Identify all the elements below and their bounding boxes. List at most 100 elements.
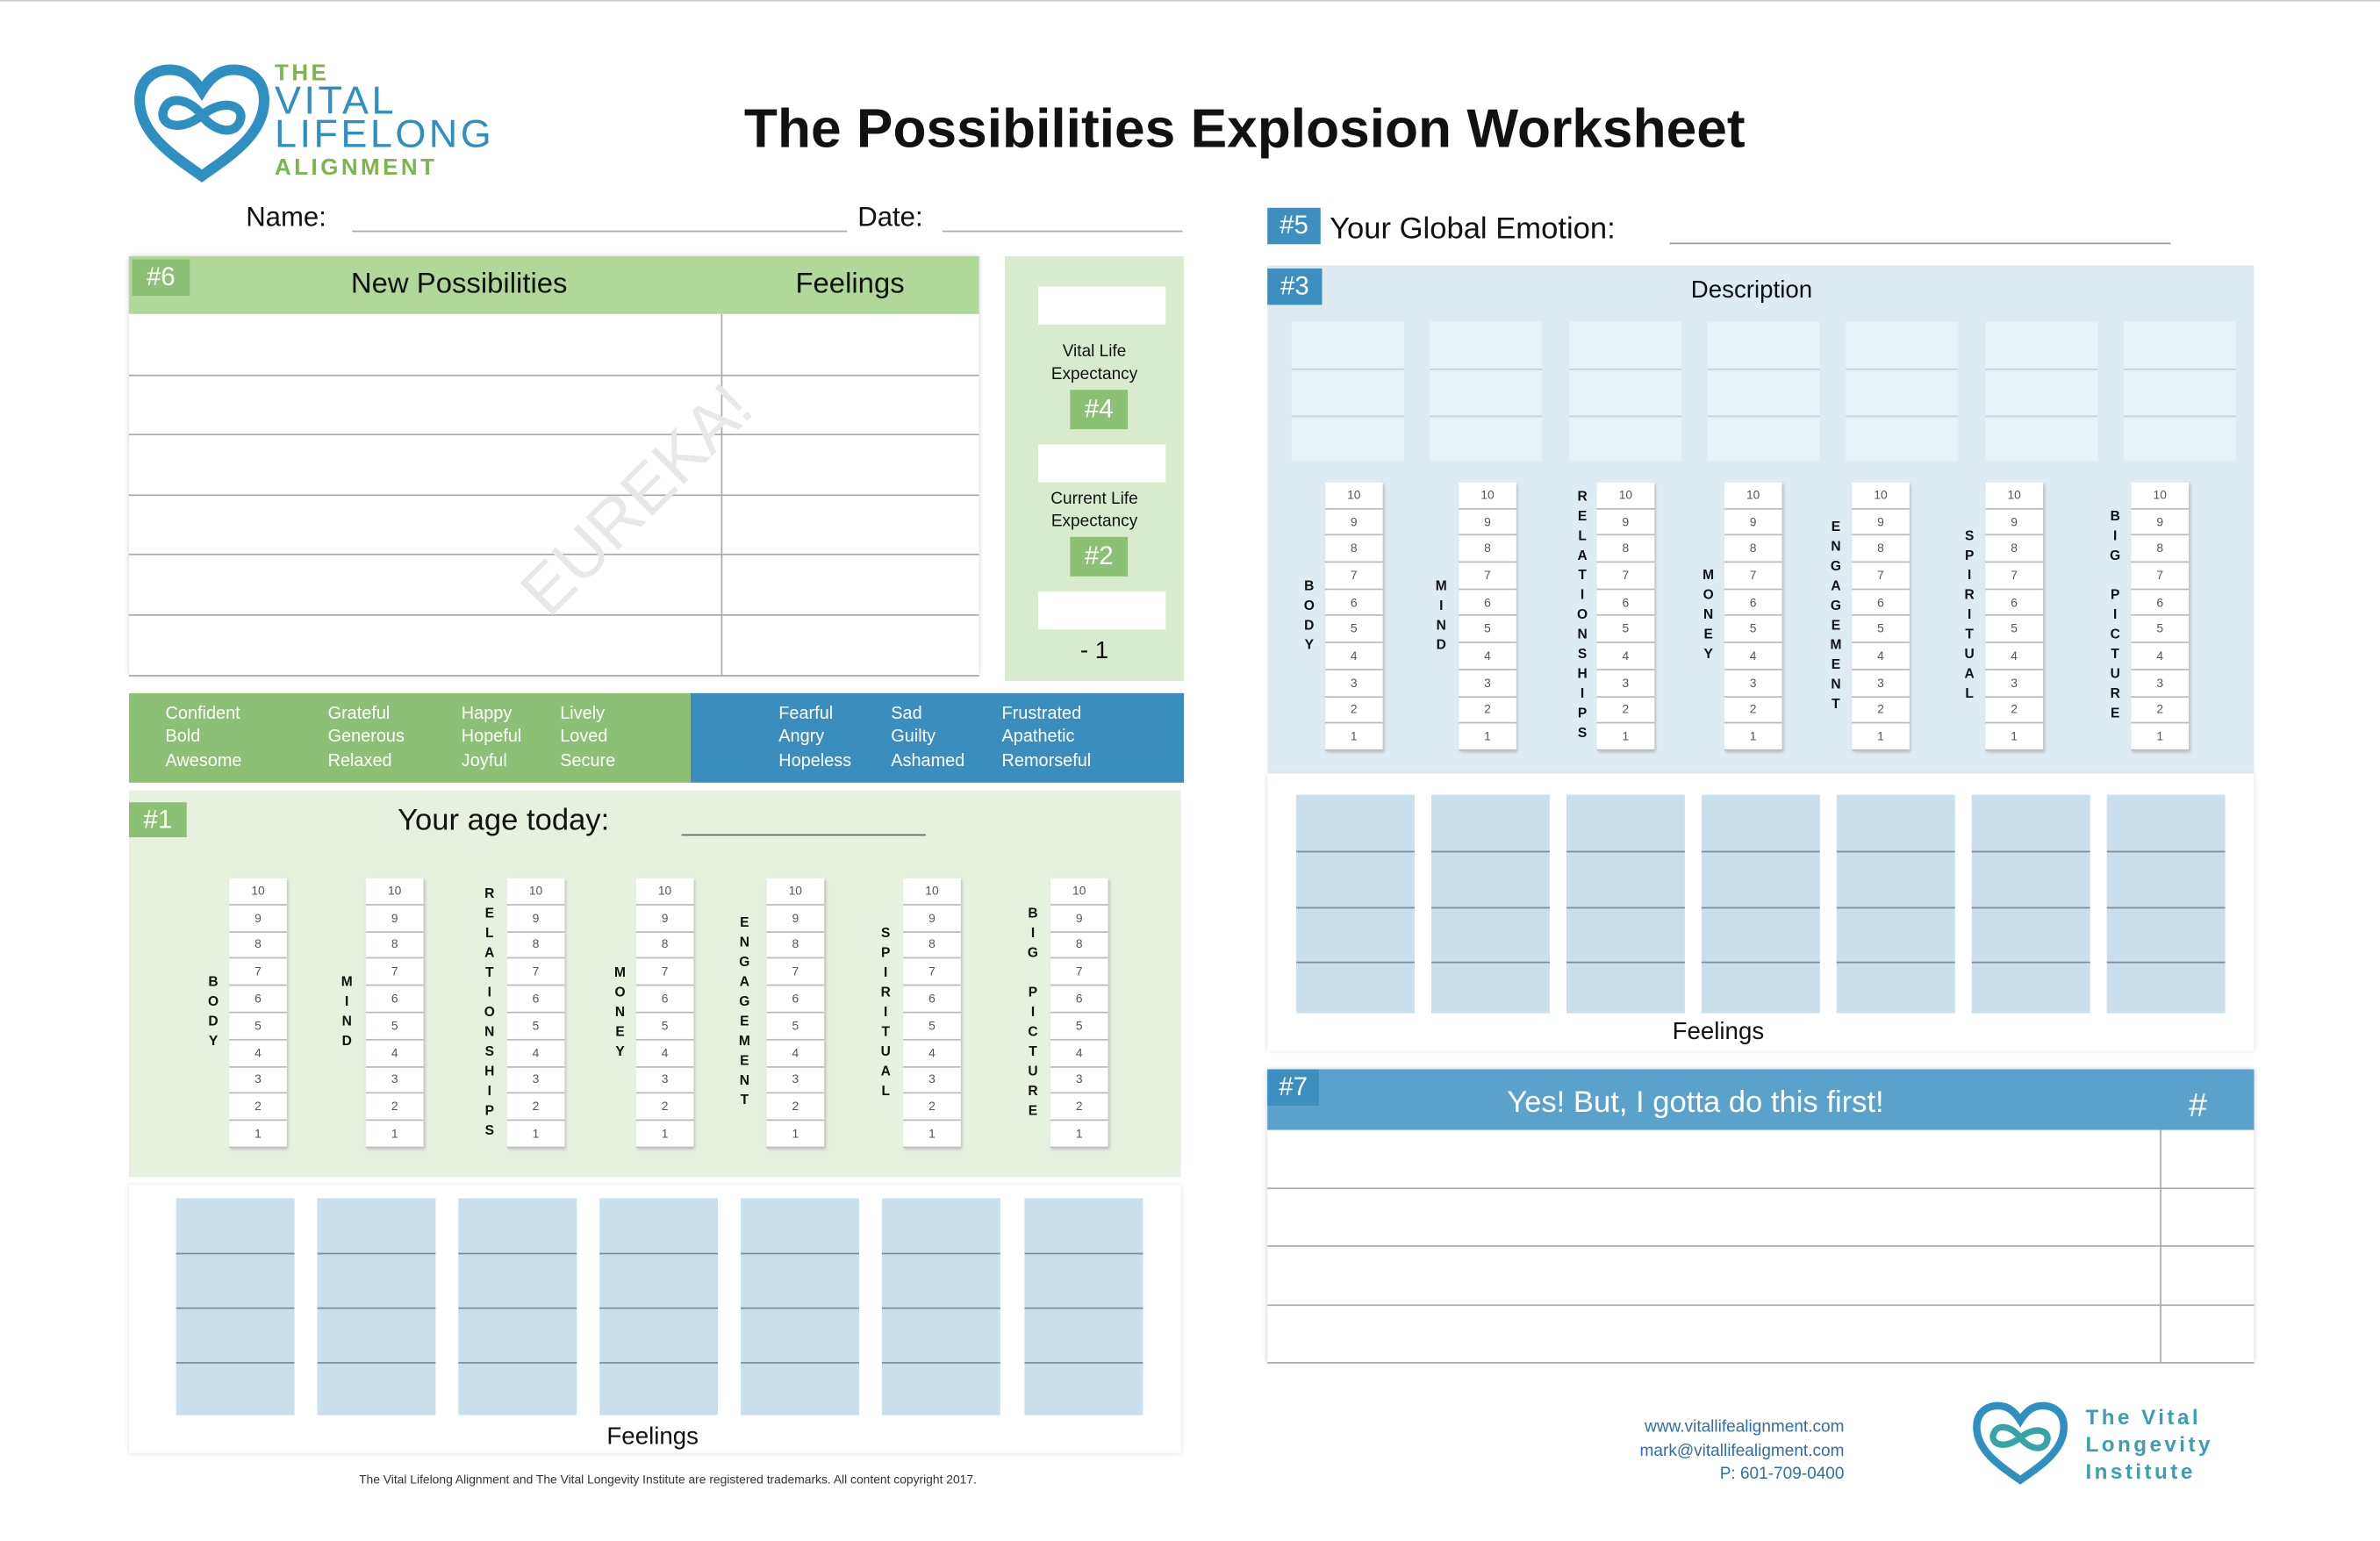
category-label: BODY bbox=[1301, 577, 1317, 656]
scale-cell: 1 bbox=[506, 1122, 565, 1149]
possibilities-header bbox=[129, 256, 979, 314]
emotion: Happy bbox=[461, 705, 513, 724]
scale-column bbox=[1050, 878, 1108, 1149]
scale-cell: 10 bbox=[2131, 483, 2190, 510]
rule bbox=[1971, 961, 2090, 964]
rule bbox=[176, 1307, 295, 1309]
title: The Possibilities Explosion Worksheet bbox=[743, 97, 1746, 160]
scale-cell: 6 bbox=[506, 986, 565, 1014]
scale-cell: 10 bbox=[1324, 483, 1383, 510]
scale-cell: 9 bbox=[766, 905, 825, 933]
scale-cell: 8 bbox=[506, 932, 565, 959]
scale-cell: 4 bbox=[1324, 643, 1383, 670]
scale-cell: 8 bbox=[1324, 536, 1383, 563]
emotion: Awesome bbox=[165, 752, 242, 771]
emotion: Loved bbox=[560, 727, 608, 747]
scale-cell: 9 bbox=[1459, 509, 1516, 536]
scale-column bbox=[1596, 482, 1655, 751]
emotion: Angry bbox=[778, 727, 825, 747]
scale-cell: 10 bbox=[365, 878, 424, 906]
scale-column bbox=[1852, 482, 1910, 751]
feeling-box bbox=[317, 1198, 436, 1416]
rule bbox=[1566, 850, 1685, 853]
rule bbox=[1291, 415, 1404, 418]
scale-cell: 7 bbox=[1050, 959, 1108, 986]
scale-cell: 4 bbox=[229, 1040, 287, 1068]
rule bbox=[352, 230, 848, 233]
rule bbox=[1836, 907, 1955, 909]
rule bbox=[1569, 415, 1682, 418]
category-label: MIND bbox=[1433, 577, 1449, 656]
rule bbox=[1985, 368, 2098, 370]
expectancy-label: Vital Life bbox=[1062, 342, 1127, 362]
input-box bbox=[1038, 286, 1166, 325]
scale-cell: 3 bbox=[1724, 670, 1782, 698]
rule bbox=[2106, 961, 2226, 964]
scale-cell: 7 bbox=[2131, 563, 2190, 590]
scale-cell: 1 bbox=[1852, 724, 1910, 751]
rule bbox=[881, 1307, 1000, 1309]
rule bbox=[129, 434, 979, 436]
scale-column bbox=[506, 878, 565, 1149]
emotion: Hopeless bbox=[778, 752, 852, 771]
scale-cell: 9 bbox=[2131, 509, 2190, 536]
scale-cell: 9 bbox=[1050, 905, 1108, 933]
scale-cell: 5 bbox=[1852, 617, 1910, 644]
rule bbox=[458, 1307, 577, 1309]
todo-title: Yes! But, I gotta do this first! bbox=[1507, 1085, 1884, 1119]
scale-cell: 7 bbox=[1459, 563, 1516, 590]
rule bbox=[2123, 415, 2236, 418]
category-label: BIG PICTURE bbox=[1025, 904, 1041, 1122]
rule bbox=[1296, 907, 1415, 909]
emotion: Hopeful bbox=[461, 727, 522, 747]
scale-cell: 4 bbox=[1596, 643, 1655, 670]
scale-cell: 5 bbox=[1324, 617, 1383, 644]
rule bbox=[881, 1252, 1000, 1255]
scale-column bbox=[635, 878, 694, 1149]
scale-cell: 5 bbox=[903, 1014, 961, 1041]
scale-cell: 9 bbox=[229, 905, 287, 933]
feeling-box bbox=[599, 1198, 719, 1416]
feeling-box bbox=[1024, 1198, 1143, 1416]
scale-cell: 8 bbox=[1459, 536, 1516, 563]
category-label: SPIRITUAL bbox=[1961, 527, 1977, 706]
scale-cell: 3 bbox=[635, 1067, 694, 1094]
section-tag: #6 bbox=[132, 259, 190, 297]
rule bbox=[599, 1307, 719, 1309]
contact: www.vitallifealignment.com bbox=[1645, 1418, 1845, 1437]
scale-cell: 10 bbox=[635, 878, 694, 906]
scale-cell: 10 bbox=[1459, 483, 1516, 510]
scale-cell: 7 bbox=[903, 959, 961, 986]
feeling-box bbox=[1701, 794, 1820, 1014]
rule bbox=[1701, 907, 1820, 909]
rule bbox=[1971, 850, 2090, 853]
scale-cell: 8 bbox=[1596, 536, 1655, 563]
scale-cell: 3 bbox=[903, 1067, 961, 1094]
scale-cell: 8 bbox=[1985, 536, 2044, 563]
scale-cell: 10 bbox=[1050, 878, 1108, 906]
scale-column bbox=[2131, 482, 2190, 751]
rule bbox=[599, 1252, 719, 1255]
rule bbox=[2106, 850, 2226, 853]
rule bbox=[176, 1362, 295, 1364]
rule bbox=[1430, 415, 1543, 418]
rule bbox=[943, 230, 1183, 233]
section-tag: #7 bbox=[1267, 1069, 1320, 1106]
scale-cell: 7 bbox=[1852, 563, 1910, 590]
rule bbox=[681, 834, 927, 836]
scale-cell: 4 bbox=[506, 1040, 565, 1068]
rule bbox=[1971, 907, 2090, 909]
scale-cell: 2 bbox=[2131, 697, 2190, 724]
scale-cell: 2 bbox=[1596, 697, 1655, 724]
rule bbox=[129, 674, 979, 677]
scale-cell: 9 bbox=[1724, 509, 1782, 536]
rule bbox=[317, 1252, 436, 1255]
scale-cell: 1 bbox=[1596, 724, 1655, 751]
scale-cell: 7 bbox=[365, 959, 424, 986]
footer-note: The Vital Lifelong Alignment and The Vit… bbox=[359, 1472, 977, 1486]
rule bbox=[129, 613, 979, 616]
rule bbox=[1701, 850, 1820, 853]
scale-cell: 2 bbox=[229, 1094, 287, 1122]
description-box bbox=[1846, 321, 1959, 462]
